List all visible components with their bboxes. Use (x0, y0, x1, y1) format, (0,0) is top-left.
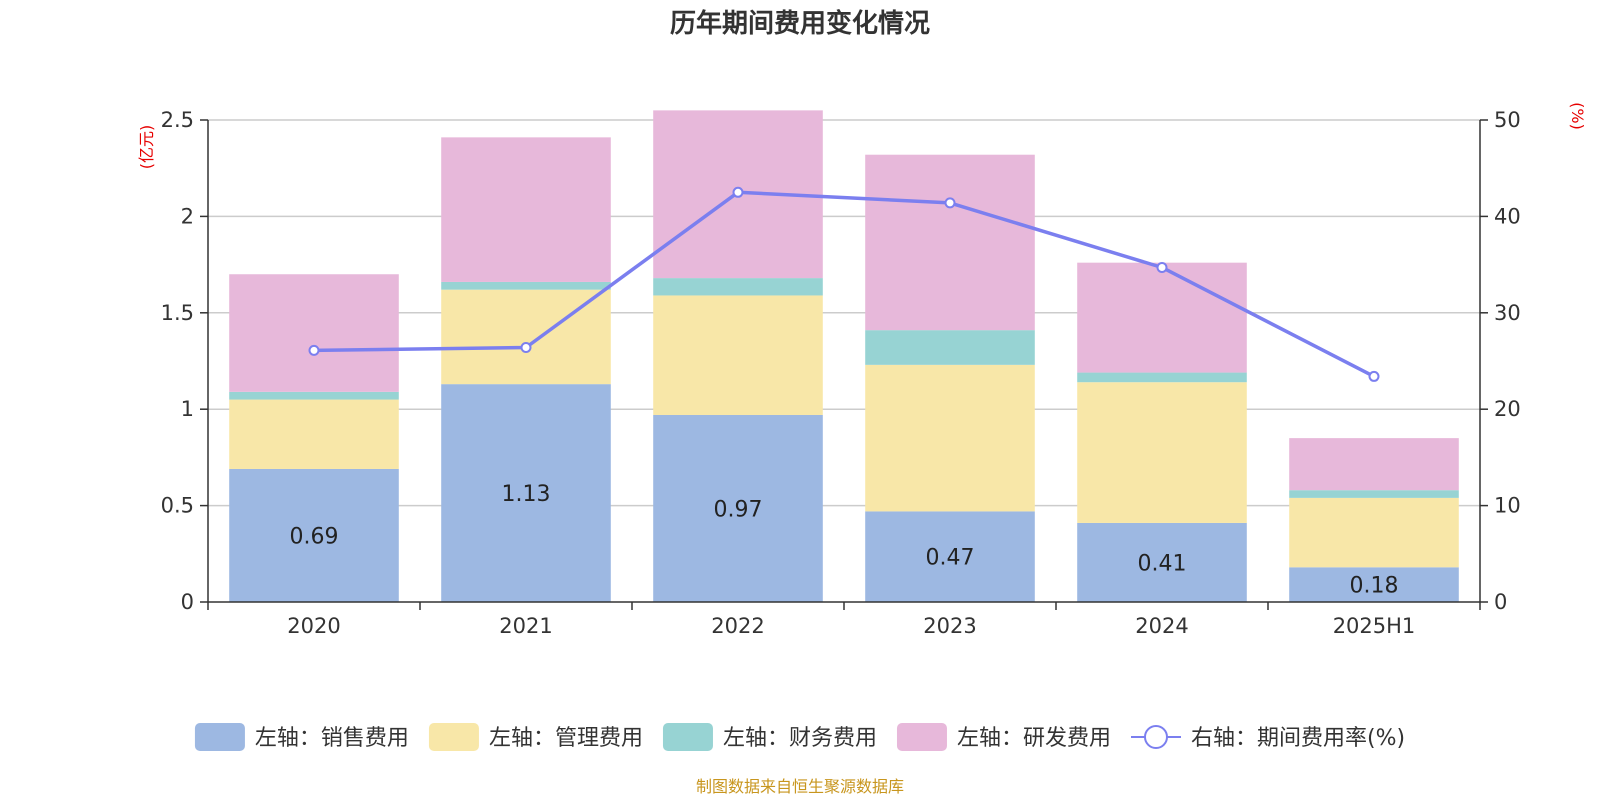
bar (1289, 497, 1459, 568)
left-tick-label: 2 (181, 204, 194, 228)
legend-label: 左轴：管理费用 (489, 726, 643, 751)
bar (229, 391, 399, 400)
bar-data-label: 1.13 (502, 482, 551, 507)
bar-data-label: 0.69 (290, 524, 339, 549)
chart-title: 历年期间费用变化情况 (670, 8, 930, 39)
legend-item: 左轴：财务费用 (662, 723, 877, 751)
bar-data-label: 0.41 (1138, 551, 1187, 576)
x-tick-label: 2020 (287, 614, 340, 638)
left-tick-label: 1 (181, 397, 194, 421)
bar (1289, 567, 1459, 602)
legend-item: 左轴：销售费用 (194, 723, 409, 751)
bar (1289, 490, 1459, 498)
rate-point (1156, 261, 1168, 273)
legend-swatch (896, 723, 947, 751)
bar (1077, 382, 1247, 523)
left-tick-label: 2.5 (161, 108, 194, 132)
rate-point (944, 197, 956, 209)
bar (229, 468, 399, 602)
legend-marker (1143, 725, 1168, 749)
data-labels: 0.69 1.13 0.97 0.47 0.41 0.18 (290, 482, 1399, 599)
bar (441, 281, 611, 290)
axes: 0 0.5 1 1.5 2 2.5 0 10 20 30 40 50 2020 2021 2022 2023 2… (161, 108, 1521, 638)
bar (441, 137, 611, 282)
right-axis-unit: (%) (1568, 102, 1587, 130)
x-tick-label: 2023 (923, 614, 976, 638)
x-tick-label: 2021 (499, 614, 552, 638)
right-tick-label: 30 (1494, 301, 1521, 325)
bar (653, 278, 823, 296)
right-tick-label: 20 (1494, 397, 1521, 421)
bar-series (229, 110, 1459, 602)
legend-label: 左轴：研发费用 (957, 726, 1111, 751)
bar (1077, 372, 1247, 383)
right-tick-label: 50 (1494, 108, 1521, 132)
legend: 左轴：销售费用 左轴：管理费用 左轴：财务费用 左轴：研发费用 右轴：期间费用率(%) (194, 723, 1405, 751)
bar (1077, 262, 1247, 373)
bar-data-label: 0.47 (926, 546, 975, 571)
bar (1289, 438, 1459, 491)
left-tick-label: 0 (181, 590, 194, 614)
legend-item: 右轴：期间费用率(%) (1130, 725, 1405, 751)
bar (229, 274, 399, 392)
rate-point (520, 342, 532, 354)
bar (865, 511, 1035, 602)
bar (653, 414, 823, 602)
bar-data-label: 0.18 (1350, 574, 1399, 599)
x-tick-label: 2022 (711, 614, 764, 638)
left-tick-label: 1.5 (161, 301, 194, 325)
right-tick-label: 0 (1494, 590, 1507, 614)
legend-label: 右轴：期间费用率(%) (1191, 726, 1405, 751)
source-note: 制图数据来自恒生聚源数据库 (696, 777, 904, 796)
bar (441, 384, 611, 602)
bar (653, 295, 823, 415)
rate-point (1368, 370, 1380, 382)
bar (1077, 522, 1247, 602)
legend-label: 左轴：销售费用 (255, 726, 409, 751)
rate-point (732, 186, 744, 198)
legend-swatch (662, 723, 713, 751)
rate-line (313, 190, 1375, 378)
left-axis-unit: (亿元) (137, 125, 156, 170)
rate-point (308, 344, 320, 356)
right-tick-label: 10 (1494, 494, 1521, 518)
legend-item: 左轴：管理费用 (428, 723, 643, 751)
bar (865, 330, 1035, 365)
bar (865, 154, 1035, 331)
legend-label: 左轴：财务费用 (723, 726, 877, 751)
bar (229, 399, 399, 469)
right-tick-label: 40 (1494, 204, 1521, 228)
left-tick-label: 0.5 (161, 494, 194, 518)
legend-swatch (428, 723, 479, 751)
legend-item: 左轴：研发费用 (896, 723, 1111, 751)
x-tick-label: 2025H1 (1333, 614, 1416, 638)
bar (865, 364, 1035, 512)
bar-data-label: 0.97 (714, 497, 763, 522)
grid-lines (208, 119, 1480, 507)
x-tick-label: 2024 (1135, 614, 1188, 638)
legend-swatch (194, 723, 245, 751)
line-series (308, 186, 1380, 382)
